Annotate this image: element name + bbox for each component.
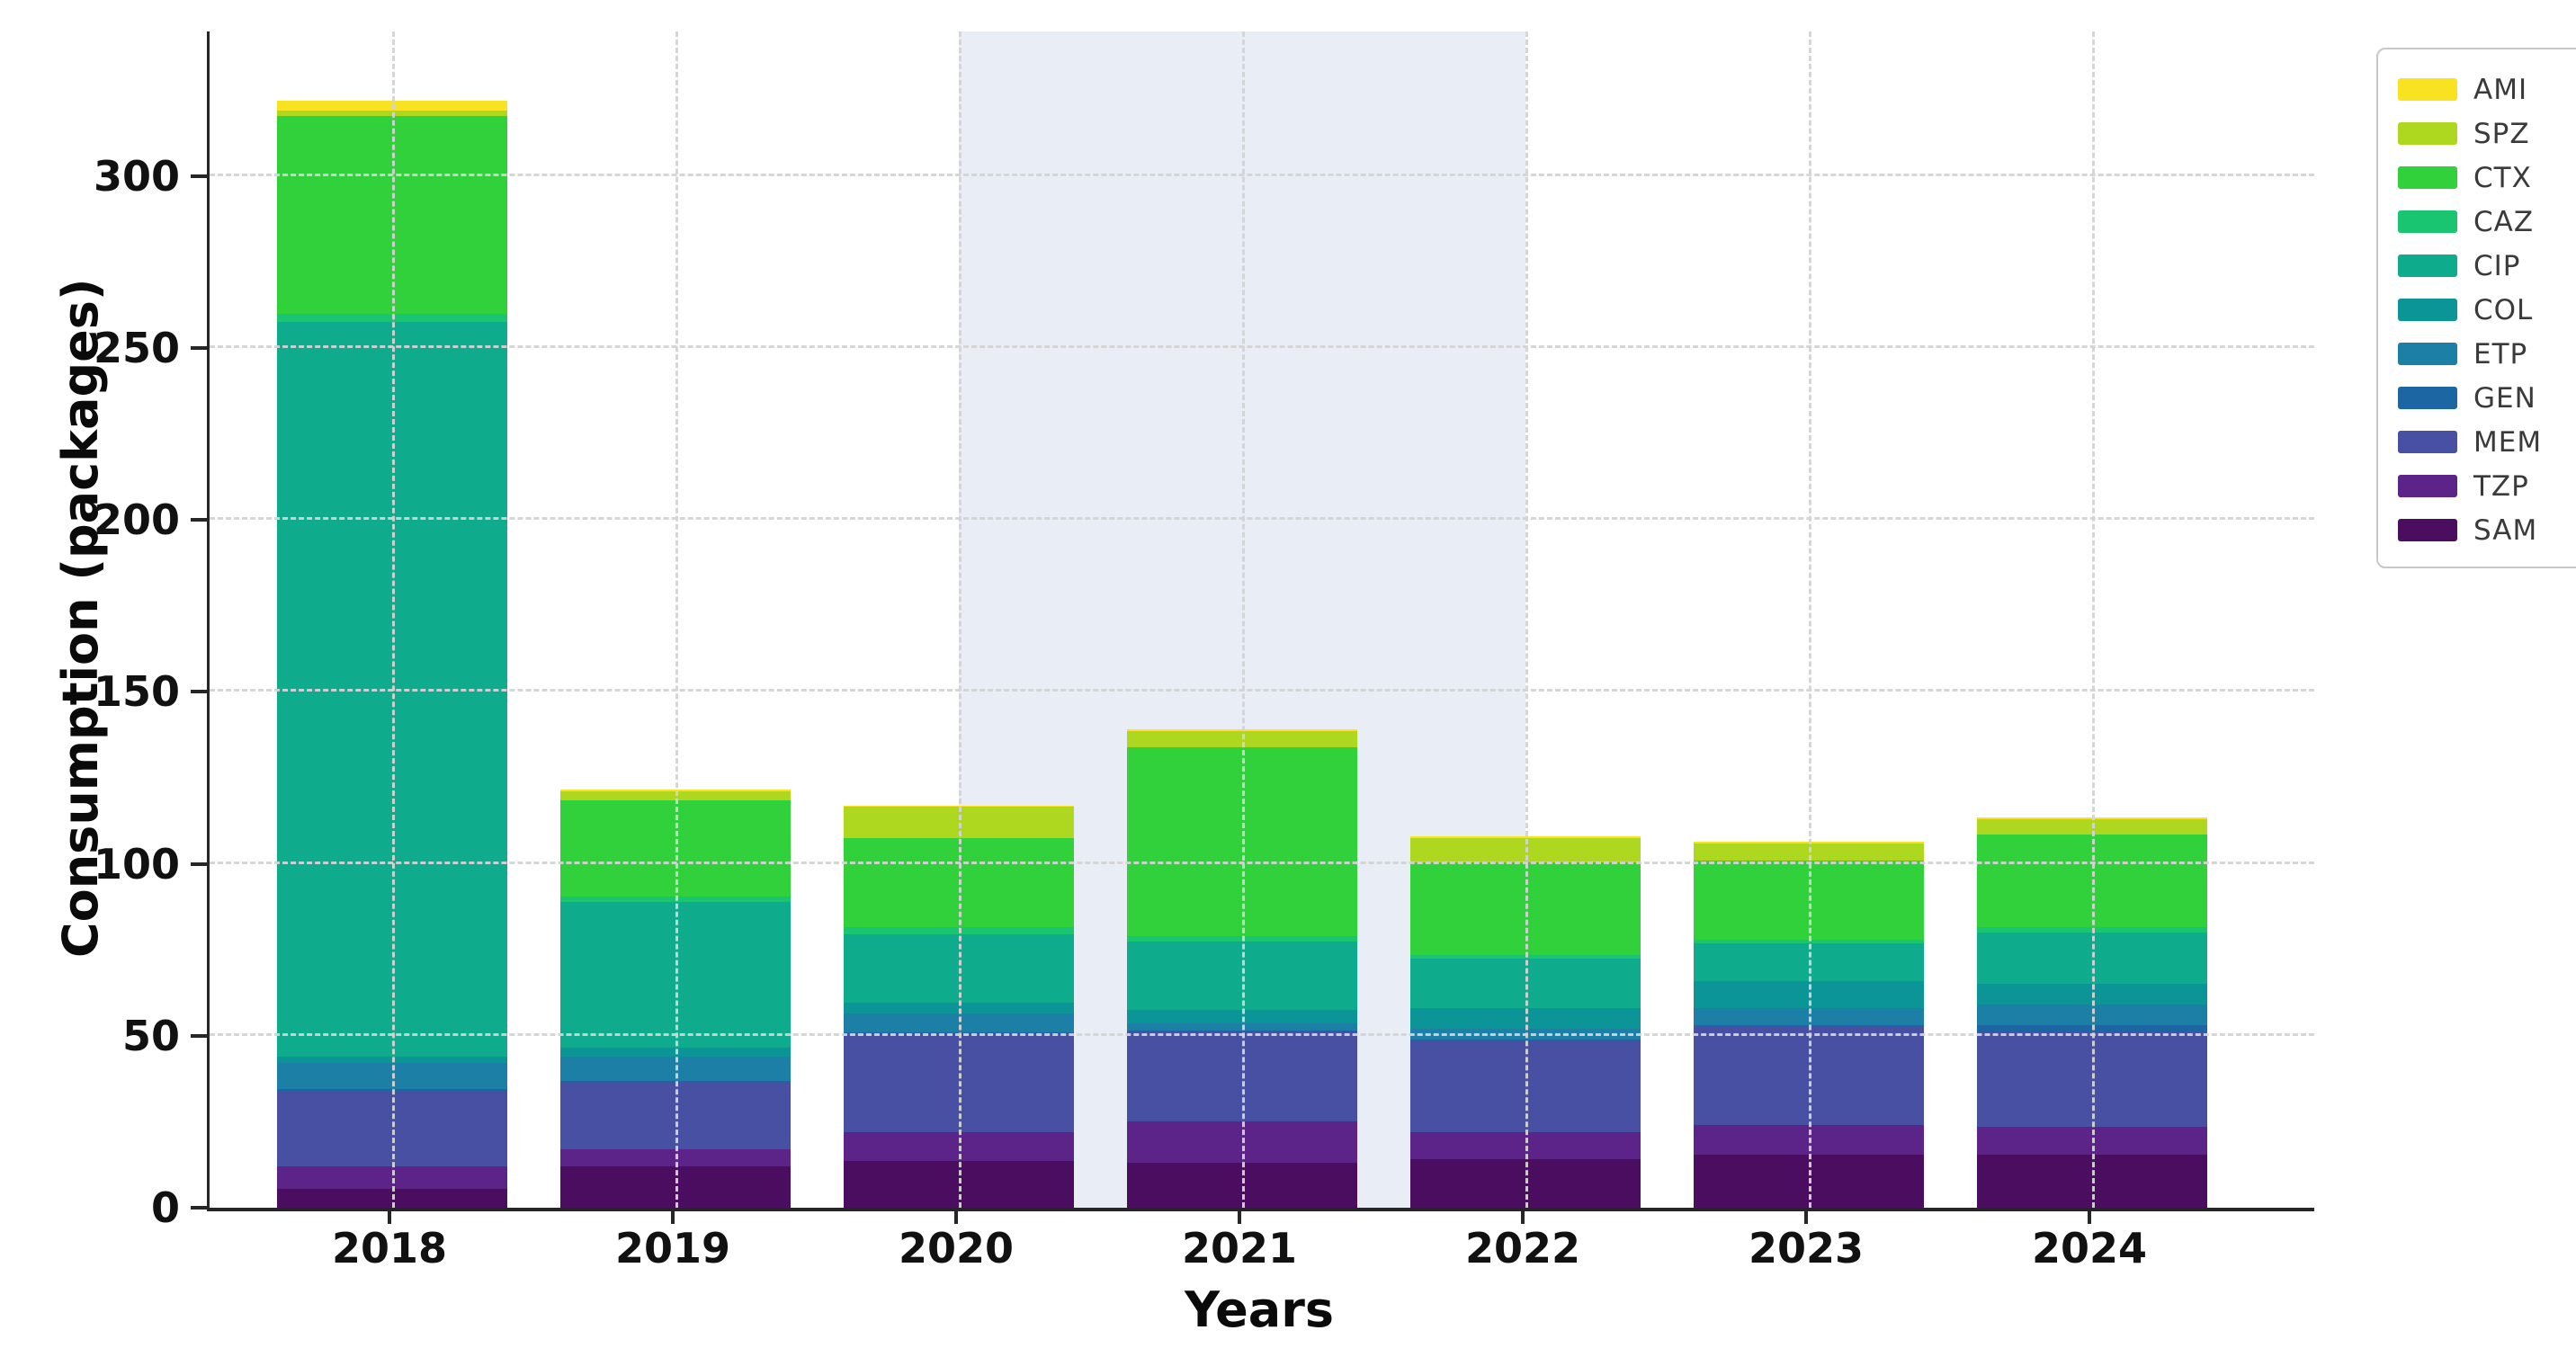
- legend-label-MEM: MEM: [2473, 425, 2543, 459]
- y-tick-label-150: 150: [93, 667, 180, 717]
- v-gridline-2018: [392, 31, 395, 1208]
- legend-swatch-SAM: [2398, 519, 2457, 541]
- x-tick-label-2018: 2018: [331, 1224, 448, 1272]
- legend-label-ETP: ETP: [2473, 337, 2528, 370]
- legend-swatch-CAZ: [2398, 210, 2457, 233]
- x-tick-2020: [954, 1211, 958, 1224]
- x-tick-label-2021: 2021: [1181, 1224, 1298, 1272]
- legend-label-CIP: CIP: [2473, 249, 2521, 282]
- legend-item-GEN: GEN: [2398, 376, 2567, 420]
- legend-label-AMI: AMI: [2473, 73, 2528, 106]
- legend-item-CAZ: CAZ: [2398, 200, 2567, 244]
- y-tick-0: [191, 1206, 207, 1210]
- y-tick-label-250: 250: [93, 323, 180, 372]
- h-gridline-150: [210, 689, 2314, 692]
- legend-item-AMI: AMI: [2398, 67, 2567, 112]
- legend-label-CAZ: CAZ: [2473, 205, 2535, 238]
- v-gridline-2022: [1525, 31, 1528, 1208]
- y-tick-300: [191, 174, 207, 178]
- legend-swatch-ETP: [2398, 343, 2457, 365]
- legend-item-SPZ: SPZ: [2398, 112, 2567, 156]
- x-tick-label-2022: 2022: [1464, 1224, 1581, 1272]
- h-gridline-200: [210, 517, 2314, 521]
- legend-item-ETP: ETP: [2398, 332, 2567, 376]
- v-gridline-2024: [2092, 31, 2095, 1208]
- legend-swatch-AMI: [2398, 78, 2457, 101]
- x-tick-2023: [1804, 1211, 1808, 1224]
- x-tick-2024: [2088, 1211, 2091, 1224]
- h-gridline-100: [210, 861, 2314, 864]
- legend-swatch-TZP: [2398, 475, 2457, 497]
- legend-item-MEM: MEM: [2398, 420, 2567, 464]
- v-gridline-2019: [675, 31, 678, 1208]
- x-tick-2021: [1238, 1211, 1241, 1224]
- y-tick-label-100: 100: [93, 839, 180, 888]
- y-tick-100: [191, 862, 207, 866]
- x-tick-2022: [1521, 1211, 1525, 1224]
- legend-item-SAM: SAM: [2398, 508, 2567, 552]
- legend-label-TZP: TZP: [2473, 469, 2529, 503]
- y-tick-200: [191, 518, 207, 522]
- legend-label-SPZ: SPZ: [2473, 117, 2530, 150]
- y-tick-label-50: 50: [121, 1011, 180, 1060]
- x-tick-label-2019: 2019: [614, 1224, 731, 1272]
- x-tick-2018: [388, 1211, 391, 1224]
- legend-item-CIP: CIP: [2398, 244, 2567, 288]
- legend-swatch-GEN: [2398, 387, 2457, 409]
- legend-label-COL: COL: [2473, 293, 2534, 326]
- legend-swatch-SPZ: [2398, 122, 2457, 145]
- h-gridline-250: [210, 344, 2314, 348]
- v-gridline-2020: [959, 31, 962, 1208]
- x-tick-label-2024: 2024: [2031, 1224, 2148, 1272]
- v-gridline-2021: [1242, 31, 1245, 1208]
- v-gridline-2023: [1809, 31, 1811, 1208]
- x-tick-label-2023: 2023: [1748, 1224, 1865, 1272]
- legend-swatch-MEM: [2398, 431, 2457, 453]
- x-axis-title: Years: [1185, 1281, 1334, 1338]
- x-tick-2019: [671, 1211, 675, 1224]
- y-tick-150: [191, 690, 207, 694]
- y-tick-label-300: 300: [93, 151, 180, 201]
- y-tick-label-200: 200: [93, 495, 180, 545]
- h-gridline-50: [210, 1032, 2314, 1036]
- legend-item-CTX: CTX: [2398, 156, 2567, 200]
- legend-item-TZP: TZP: [2398, 464, 2567, 508]
- y-tick-250: [191, 345, 207, 350]
- y-tick-label-0: 0: [150, 1183, 180, 1232]
- plot-area: [207, 31, 2314, 1211]
- x-tick-label-2020: 2020: [898, 1224, 1015, 1272]
- legend-swatch-CIP: [2398, 254, 2457, 277]
- h-gridline-300: [210, 173, 2314, 176]
- legend: AMI SPZ CTX CAZ CIP COL ETP GEN MEM TZP SAM: [2376, 48, 2576, 568]
- y-tick-50: [191, 1033, 207, 1038]
- legend-swatch-CTX: [2398, 166, 2457, 189]
- legend-label-SAM: SAM: [2473, 513, 2538, 547]
- legend-label-CTX: CTX: [2473, 161, 2532, 194]
- legend-swatch-COL: [2398, 299, 2457, 321]
- legend-item-COL: COL: [2398, 288, 2567, 332]
- legend-label-GEN: GEN: [2473, 381, 2536, 415]
